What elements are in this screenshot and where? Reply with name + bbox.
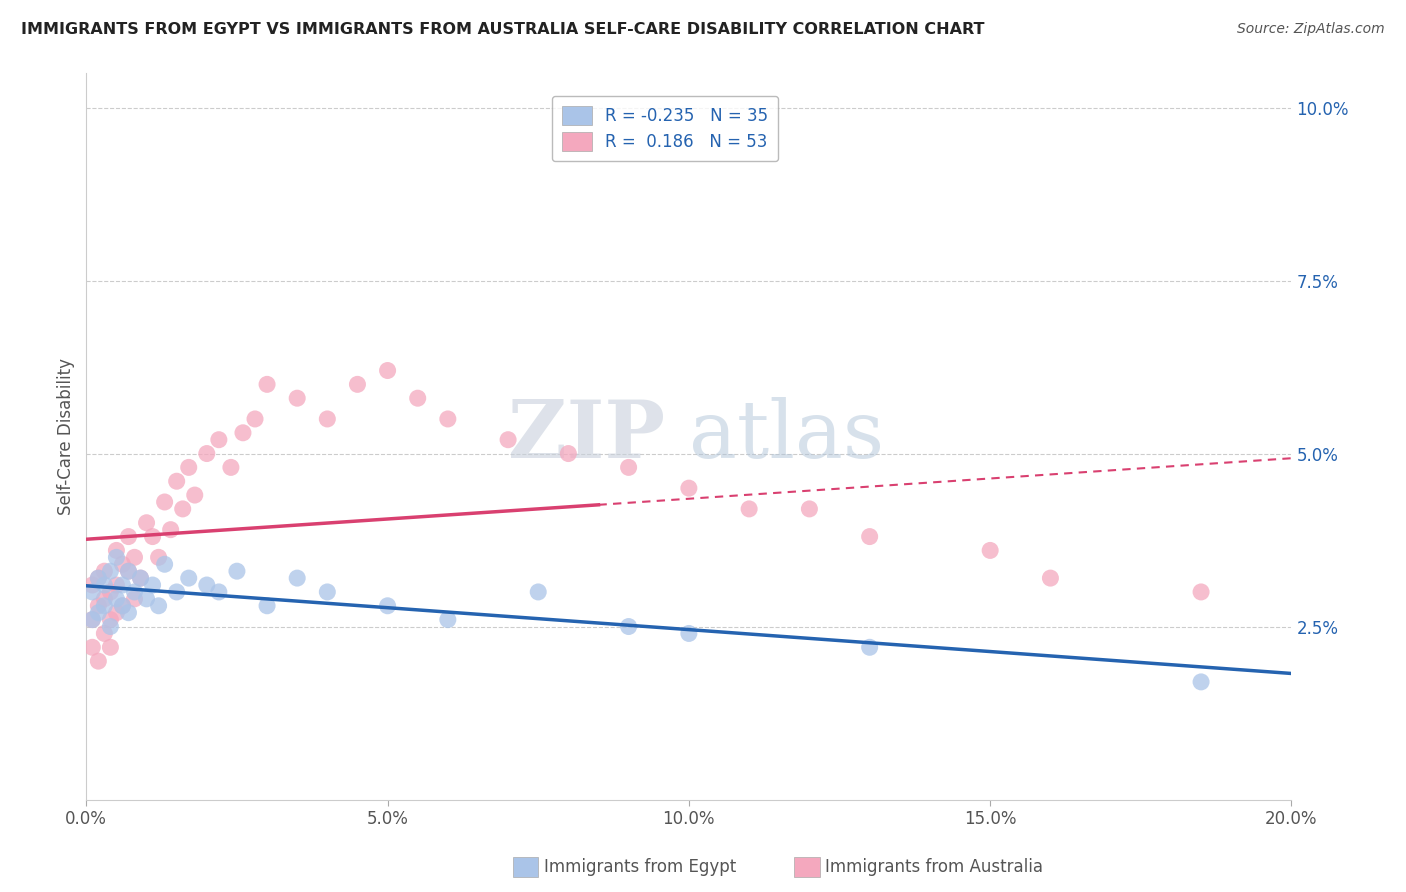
Point xyxy=(256,599,278,613)
Text: ZIP: ZIP xyxy=(508,397,665,475)
Point xyxy=(93,578,115,592)
Point xyxy=(377,599,399,613)
Point xyxy=(1189,585,1212,599)
Point xyxy=(82,613,104,627)
Point xyxy=(678,626,700,640)
Point xyxy=(285,571,308,585)
Point xyxy=(377,363,399,377)
Point xyxy=(87,571,110,585)
Point xyxy=(195,578,218,592)
Point xyxy=(129,571,152,585)
Point xyxy=(678,481,700,495)
Point xyxy=(243,412,266,426)
Text: atlas: atlas xyxy=(689,397,884,475)
Point xyxy=(87,654,110,668)
Point xyxy=(177,460,200,475)
Text: Source: ZipAtlas.com: Source: ZipAtlas.com xyxy=(1237,22,1385,37)
Point xyxy=(111,599,134,613)
Point xyxy=(142,578,165,592)
Point xyxy=(111,578,134,592)
Point xyxy=(316,412,339,426)
Point xyxy=(346,377,368,392)
Point xyxy=(100,585,122,599)
Point xyxy=(184,488,207,502)
Point xyxy=(285,391,308,405)
Point xyxy=(153,558,176,572)
Point xyxy=(738,502,761,516)
Point xyxy=(93,564,115,578)
Point xyxy=(111,599,134,613)
Point xyxy=(172,502,194,516)
Point xyxy=(105,591,128,606)
Point xyxy=(208,433,231,447)
Point xyxy=(496,433,519,447)
Point xyxy=(117,530,139,544)
Point xyxy=(617,619,640,633)
Point xyxy=(82,585,104,599)
Point xyxy=(105,578,128,592)
Point xyxy=(148,599,170,613)
Point xyxy=(166,585,188,599)
Point xyxy=(100,640,122,655)
Point xyxy=(105,606,128,620)
Point xyxy=(799,502,821,516)
Point xyxy=(316,585,339,599)
Point xyxy=(153,495,176,509)
Point xyxy=(148,550,170,565)
Point xyxy=(437,412,460,426)
Point xyxy=(195,446,218,460)
Point xyxy=(82,613,104,627)
Point xyxy=(87,571,110,585)
Text: Immigrants from Australia: Immigrants from Australia xyxy=(825,858,1043,876)
Point xyxy=(617,460,640,475)
Point xyxy=(256,377,278,392)
Point xyxy=(557,446,579,460)
Point xyxy=(100,564,122,578)
Point xyxy=(105,543,128,558)
Point xyxy=(406,391,429,405)
Y-axis label: Self-Care Disability: Self-Care Disability xyxy=(58,358,75,515)
Text: IMMIGRANTS FROM EGYPT VS IMMIGRANTS FROM AUSTRALIA SELF-CARE DISABILITY CORRELAT: IMMIGRANTS FROM EGYPT VS IMMIGRANTS FROM… xyxy=(21,22,984,37)
Point xyxy=(82,640,104,655)
Point xyxy=(111,558,134,572)
Point xyxy=(159,523,181,537)
Point xyxy=(979,543,1001,558)
Text: Immigrants from Egypt: Immigrants from Egypt xyxy=(544,858,737,876)
Point xyxy=(124,591,146,606)
Point xyxy=(129,571,152,585)
Point xyxy=(859,640,882,655)
Point xyxy=(105,550,128,565)
Point xyxy=(527,585,550,599)
Point xyxy=(82,578,104,592)
Point xyxy=(117,606,139,620)
Point xyxy=(226,564,249,578)
Point xyxy=(177,571,200,585)
Point xyxy=(87,606,110,620)
Point xyxy=(135,516,157,530)
Point xyxy=(232,425,254,440)
Point xyxy=(124,550,146,565)
Point xyxy=(100,619,122,633)
Point xyxy=(117,564,139,578)
Point xyxy=(135,591,157,606)
Point xyxy=(1189,674,1212,689)
Point xyxy=(100,613,122,627)
Point xyxy=(219,460,242,475)
Legend: R = -0.235   N = 35, R =  0.186   N = 53: R = -0.235 N = 35, R = 0.186 N = 53 xyxy=(551,95,778,161)
Point xyxy=(117,564,139,578)
Point xyxy=(859,530,882,544)
Point xyxy=(93,591,115,606)
Point xyxy=(437,613,460,627)
Point xyxy=(87,599,110,613)
Point xyxy=(142,530,165,544)
Point xyxy=(93,599,115,613)
Point xyxy=(93,626,115,640)
Point xyxy=(124,585,146,599)
Point xyxy=(208,585,231,599)
Point xyxy=(1039,571,1062,585)
Point xyxy=(166,474,188,488)
